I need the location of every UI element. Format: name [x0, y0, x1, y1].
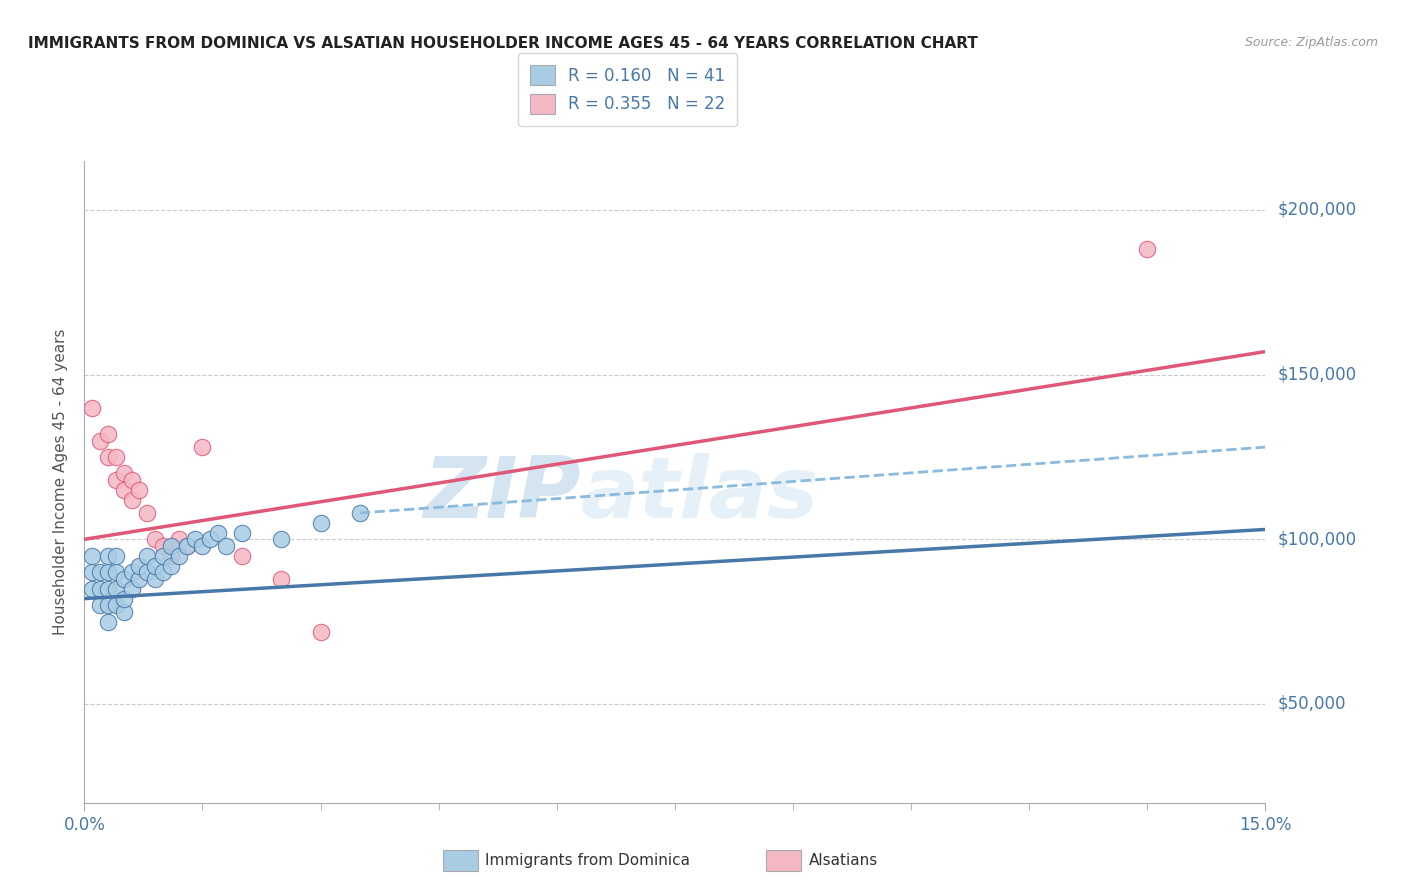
Point [104, 598, 127, 612]
Text: $150,000: $150,000 [1277, 366, 1357, 384]
Point [167, 533, 190, 547]
Point [104, 473, 127, 487]
Point [309, 624, 332, 639]
Point [97, 582, 120, 596]
Point [121, 492, 143, 507]
Point [82, 582, 104, 596]
Point [82, 401, 104, 415]
Point [97, 549, 120, 563]
Point [89, 598, 111, 612]
Point [152, 549, 174, 563]
Point [231, 549, 253, 563]
Point [112, 483, 135, 497]
Point [97, 598, 120, 612]
Point [349, 506, 371, 520]
Point [82, 566, 104, 580]
Point [143, 558, 166, 573]
Text: Alsatians: Alsatians [808, 854, 877, 868]
Point [191, 440, 214, 454]
Text: $200,000: $200,000 [1277, 201, 1357, 219]
Point [207, 525, 229, 540]
Text: $50,000: $50,000 [1277, 695, 1346, 713]
Point [121, 582, 143, 596]
Point [104, 566, 127, 580]
Point [121, 566, 143, 580]
Point [160, 539, 183, 553]
Point [183, 533, 205, 547]
Point [270, 572, 292, 586]
Y-axis label: Householder Income Ages 45 - 64 years: Householder Income Ages 45 - 64 years [53, 328, 69, 635]
Point [112, 467, 135, 481]
Point [136, 566, 159, 580]
Text: IMMIGRANTS FROM DOMINICA VS ALSATIAN HOUSEHOLDER INCOME AGES 45 - 64 YEARS CORRE: IMMIGRANTS FROM DOMINICA VS ALSATIAN HOU… [28, 36, 979, 51]
Point [128, 572, 150, 586]
Point [112, 572, 135, 586]
Point [89, 582, 111, 596]
Point [176, 539, 198, 553]
Point [89, 566, 111, 580]
Text: Immigrants from Dominica: Immigrants from Dominica [485, 854, 690, 868]
Point [176, 539, 198, 553]
Point [128, 558, 150, 573]
Point [104, 549, 127, 563]
Point [112, 591, 135, 606]
Point [97, 450, 120, 464]
Text: $100,000: $100,000 [1277, 531, 1357, 549]
Point [143, 572, 166, 586]
Text: Source: ZipAtlas.com: Source: ZipAtlas.com [1244, 36, 1378, 49]
Point [128, 483, 150, 497]
Point [270, 533, 292, 547]
Point [97, 426, 120, 441]
Point [136, 549, 159, 563]
Point [104, 450, 127, 464]
Point [89, 434, 111, 448]
Point [191, 539, 214, 553]
Point [231, 525, 253, 540]
Point [152, 539, 174, 553]
Point [215, 539, 238, 553]
Point [200, 533, 222, 547]
Text: ZIP: ZIP [423, 453, 581, 536]
Text: atlas: atlas [581, 453, 818, 536]
Point [104, 582, 127, 596]
Point [167, 549, 190, 563]
Point [97, 615, 120, 629]
Point [97, 566, 120, 580]
Point [309, 516, 332, 530]
Point [160, 549, 183, 563]
Point [82, 549, 104, 563]
Legend: R = 0.160   N = 41, R = 0.355   N = 22: R = 0.160 N = 41, R = 0.355 N = 22 [519, 54, 737, 126]
Point [136, 506, 159, 520]
Point [152, 566, 174, 580]
Point [143, 533, 166, 547]
Point [121, 473, 143, 487]
Point [160, 558, 183, 573]
Point [1136, 243, 1159, 257]
Point [112, 605, 135, 619]
